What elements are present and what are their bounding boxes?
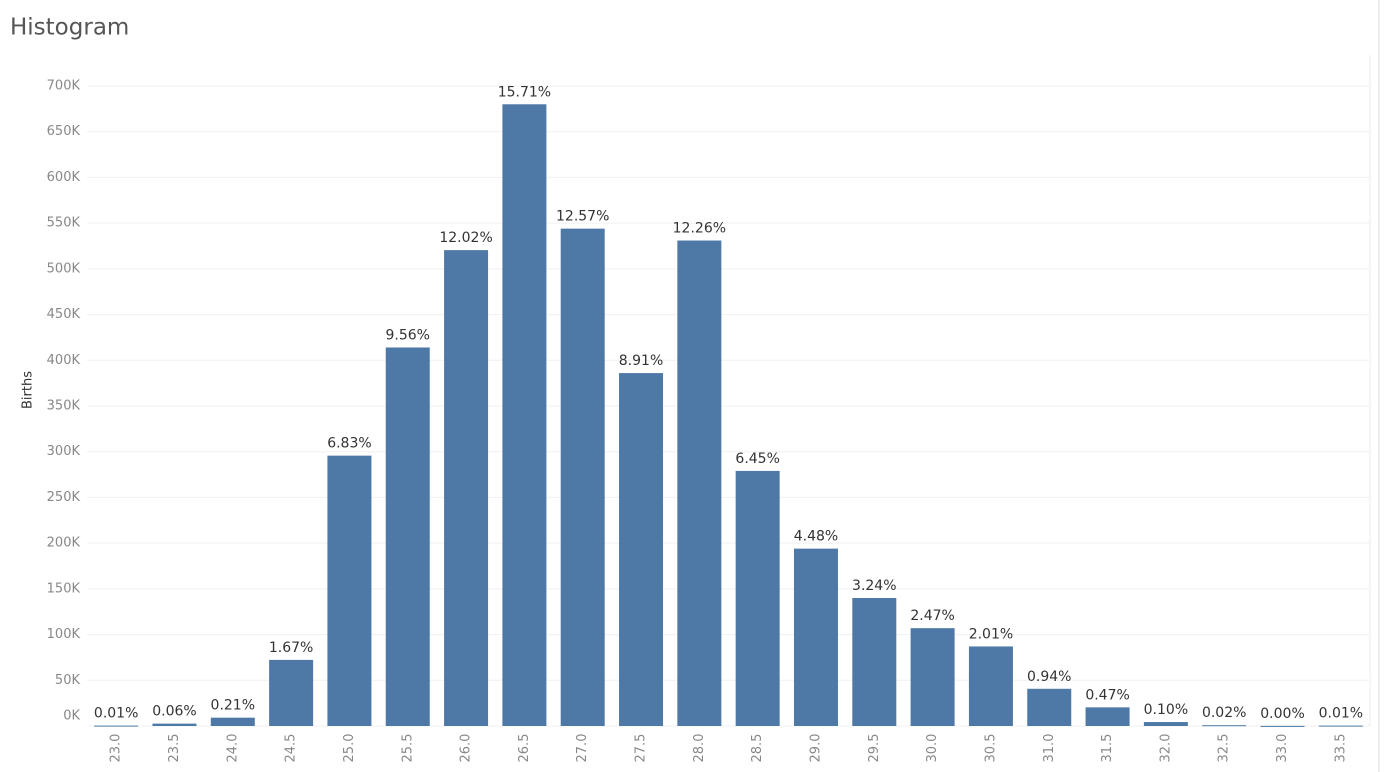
x-tick-label: 23.5: [167, 734, 182, 763]
bar: [327, 455, 372, 726]
bar: [1260, 725, 1305, 727]
bar: [210, 717, 255, 726]
y-tick-label: 700K: [47, 79, 81, 94]
bar-label: 0.10%: [1144, 702, 1188, 718]
x-tick-label: 27.5: [634, 734, 649, 763]
bar: [793, 548, 838, 726]
bar: [94, 725, 139, 727]
y-tick-label: 50K: [55, 673, 81, 688]
bar: [910, 628, 955, 726]
y-tick-label: 600K: [47, 170, 81, 185]
x-tick-label: 25.5: [400, 734, 415, 763]
bar: [1085, 707, 1130, 726]
bar: [735, 470, 780, 726]
y-tick-label: 400K: [47, 353, 81, 368]
y-tick-label: 650K: [47, 124, 81, 139]
bar-label: 0.47%: [1085, 687, 1129, 703]
bar: [1318, 725, 1363, 727]
bar: [852, 598, 897, 726]
y-tick-label: 550K: [47, 216, 81, 231]
y-tick-label: 450K: [47, 307, 81, 322]
bar: [1143, 722, 1188, 726]
x-tick-label: 23.0: [109, 734, 124, 763]
bar-label: 0.00%: [1260, 706, 1304, 722]
bar: [677, 240, 722, 726]
bar: [1027, 688, 1072, 726]
x-tick-label: 31.5: [1100, 734, 1115, 763]
bar: [1202, 725, 1247, 727]
y-tick-label: 100K: [47, 627, 81, 642]
bar-label: 0.02%: [1202, 705, 1246, 721]
x-tick-label: 24.0: [225, 734, 240, 763]
bar-label: 0.94%: [1027, 669, 1071, 685]
bar-label: 0.01%: [1319, 706, 1363, 722]
bar: [385, 347, 430, 726]
x-tick-label: 28.0: [692, 734, 707, 763]
x-tick-label: 30.5: [983, 734, 998, 763]
bar-label: 12.26%: [673, 221, 726, 237]
bar-label: 3.24%: [852, 578, 896, 594]
y-tick-label: 0K: [63, 709, 80, 724]
bar-label: 12.02%: [439, 230, 492, 246]
bar-label: 15.71%: [498, 84, 551, 100]
bar: [619, 373, 664, 726]
bar: [502, 104, 547, 727]
x-tick-label: 32.0: [1158, 734, 1173, 763]
x-tick-label: 31.0: [1042, 734, 1057, 763]
x-tick-label: 26.0: [459, 734, 474, 763]
bar-label: 6.83%: [327, 436, 371, 452]
y-tick-label: 300K: [47, 444, 81, 459]
bar: [152, 723, 197, 726]
x-tick-label: 29.0: [808, 734, 823, 763]
x-tick-label: 29.5: [867, 734, 882, 763]
y-axis-label: Births: [21, 371, 36, 409]
x-tick-label: 24.5: [284, 734, 299, 763]
bar: [968, 646, 1013, 726]
bar-label: 1.67%: [269, 640, 313, 656]
y-tick-label: 250K: [47, 490, 81, 505]
x-tick-label: 33.5: [1333, 734, 1348, 763]
bar-label: 8.91%: [619, 353, 663, 369]
y-tick-label: 150K: [47, 581, 81, 596]
y-tick-label: 500K: [47, 261, 81, 276]
x-tick-label: 32.5: [1217, 734, 1232, 763]
bar-label: 0.06%: [152, 704, 196, 720]
bar-label: 9.56%: [386, 327, 430, 343]
x-tick-label: 33.0: [1275, 734, 1290, 763]
bar-label: 2.47%: [910, 608, 954, 624]
x-tick-label: 26.5: [517, 734, 532, 763]
x-tick-label: 27.0: [575, 734, 590, 763]
bar-label: 0.01%: [94, 706, 138, 722]
x-tick-label: 28.5: [750, 734, 765, 763]
bar-label: 4.48%: [794, 529, 838, 545]
bar-label: 12.57%: [556, 209, 609, 225]
chart-title: Histogram: [10, 15, 129, 41]
x-tick-label: 25.0: [342, 734, 357, 763]
y-tick-label: 350K: [47, 399, 81, 414]
bar-label: 2.01%: [969, 626, 1013, 642]
bar-label: 6.45%: [735, 451, 779, 467]
x-tick-label: 30.0: [925, 734, 940, 763]
bar: [269, 659, 314, 726]
bar-label: 0.21%: [211, 698, 255, 714]
y-tick-label: 200K: [47, 536, 81, 551]
bar: [560, 228, 605, 726]
bar: [444, 250, 489, 726]
